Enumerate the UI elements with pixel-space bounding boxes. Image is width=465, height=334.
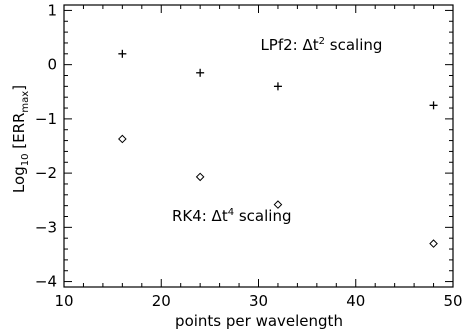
x-tick-label: 20 xyxy=(152,292,171,310)
y-axis-title-close: ] xyxy=(10,85,28,91)
chart-text: points per wavelength Log10 [ERRmax] LPf… xyxy=(10,36,382,330)
annotation-suffix: scaling xyxy=(234,207,291,225)
y-axis-title: Log10 [ERRmax] xyxy=(10,85,31,193)
y-axis-title-base: Log xyxy=(10,166,28,193)
x-axis-title: points per wavelength xyxy=(175,312,343,330)
y-tick-label: −3 xyxy=(35,218,57,236)
y-tick-label: −1 xyxy=(35,110,57,128)
y-tick-label: −4 xyxy=(35,273,57,291)
y-tick-label: −2 xyxy=(35,164,57,182)
x-tick-label: 30 xyxy=(249,292,268,310)
y-axis-title-sub: max xyxy=(20,91,31,113)
diamond-marker xyxy=(118,134,127,144)
x-tick-label: 10 xyxy=(54,292,73,310)
data-points xyxy=(118,49,438,248)
plus-marker xyxy=(273,82,282,91)
y-axis-title-log-sub: 10 xyxy=(20,154,31,167)
diamond-marker xyxy=(429,239,438,248)
annotation-sup: 4 xyxy=(228,207,234,218)
ticks: 10 20 30 40 50 −4 −3 −2 −1 0 1 xyxy=(35,1,463,310)
diamond-marker xyxy=(273,200,283,209)
plus-marker xyxy=(429,101,438,110)
y-axis-title-open: [ERR xyxy=(10,113,28,154)
diamond-marker xyxy=(195,172,205,182)
plus-marker xyxy=(118,49,127,58)
plus-marker xyxy=(196,68,205,77)
annotation-rk4: RK4: Δt4 scaling xyxy=(172,207,292,225)
axes xyxy=(63,4,454,288)
annotation-suffix: scaling xyxy=(325,36,382,54)
annotation-sup: 2 xyxy=(319,36,325,47)
annotation-lpf2: LPf2: Δt2 scaling xyxy=(260,36,382,54)
plot-frame xyxy=(63,4,454,288)
annotation-prefix: RK4: Δt xyxy=(172,207,228,225)
x-tick-label: 40 xyxy=(346,292,365,310)
y-tick-label: 1 xyxy=(47,1,57,19)
annotation-prefix: LPf2: Δt xyxy=(260,36,318,54)
x-tick-label: 50 xyxy=(443,292,462,310)
y-tick-label: 0 xyxy=(47,56,57,74)
